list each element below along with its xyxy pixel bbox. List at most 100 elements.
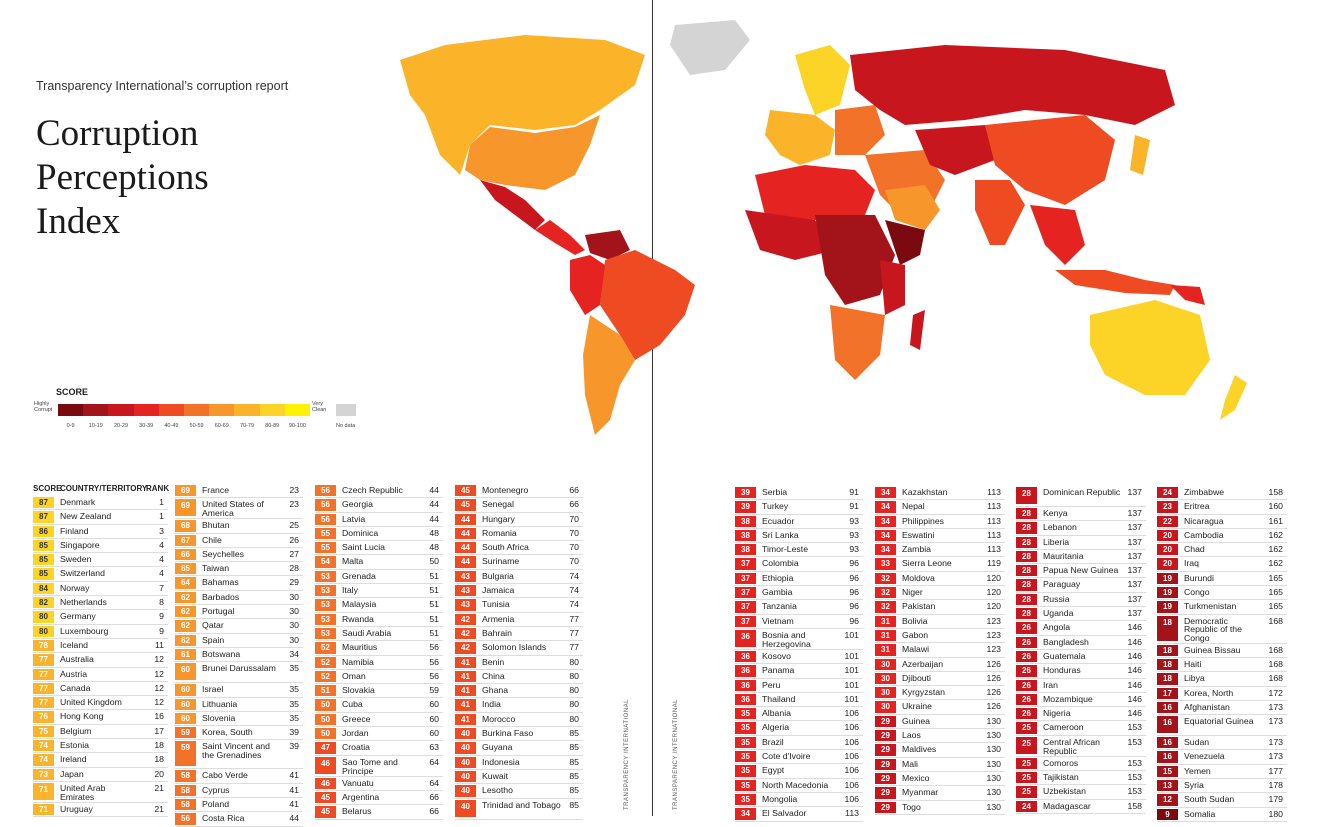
rank-cell: 120 xyxy=(986,601,1002,612)
country-cell: Costa Rica xyxy=(202,813,245,824)
score-cell: 29 xyxy=(875,787,896,799)
table-row: 56 Costa Rica 44 xyxy=(175,812,303,827)
region-canada xyxy=(400,35,645,175)
country-cell: Sweden xyxy=(60,554,92,565)
table-row: 22 Nicaragua 161 xyxy=(1157,515,1287,529)
table-row: 18 Haiti 168 xyxy=(1157,658,1287,673)
rank-cell: 7 xyxy=(159,582,164,593)
rank-cell: 146 xyxy=(1127,650,1143,661)
score-cell: 40 xyxy=(455,785,476,797)
page-title: Corruption Perceptions Index xyxy=(36,113,209,242)
table-row: 16 Afghanistan 173 xyxy=(1157,701,1287,716)
score-cell: 12 xyxy=(1157,794,1178,806)
country-cell: Papua New Guinea xyxy=(1043,565,1119,576)
score-cell: 40 xyxy=(455,756,476,768)
rank-cell: 146 xyxy=(1127,665,1143,676)
region-brazil xyxy=(600,250,695,360)
score-cell: 36 xyxy=(735,650,756,663)
score-cell: 28 xyxy=(1016,565,1037,577)
legend-bin-label: 70-79 xyxy=(239,423,255,429)
table-row: 26 Bangladesh 146 xyxy=(1016,636,1146,650)
table-rows: 56 Czech Republic 44 56 Georgia 44 56 Latvia 44 5… xyxy=(315,484,443,820)
country-cell: India xyxy=(482,699,501,710)
rank-cell: 168 xyxy=(1268,615,1284,626)
score-cell: 50 xyxy=(315,713,336,726)
country-cell: Mozambique xyxy=(1043,693,1093,704)
score-cell: 85 xyxy=(33,539,54,552)
table-row: 34 El Salvador 113 xyxy=(735,807,863,822)
rank-cell: 93 xyxy=(849,529,859,540)
country-cell: Tajikistan xyxy=(1043,772,1079,783)
country-cell: Malawi xyxy=(902,644,930,655)
score-cell: 26 xyxy=(1016,622,1037,634)
score-cell: 16 xyxy=(1157,737,1178,749)
rank-header: RANK xyxy=(146,484,170,493)
table-row: 80 Germany 9 xyxy=(33,610,168,625)
score-cell: 71 xyxy=(33,803,54,816)
rank-cell: 85 xyxy=(569,756,579,767)
score-cell: 35 xyxy=(735,708,756,720)
country-cell: Romania xyxy=(482,527,517,538)
legend-swatch xyxy=(284,404,310,416)
country-cell: New Zealand xyxy=(60,511,112,522)
score-cell: 45 xyxy=(315,791,336,804)
rank-cell: 168 xyxy=(1268,673,1284,684)
country-cell: Portugal xyxy=(202,606,235,617)
table-row: 40 Trinidad and Tobago 85 xyxy=(455,799,583,820)
rank-cell: 4 xyxy=(159,539,164,550)
table-row: 60 Israel 35 xyxy=(175,683,303,698)
score-cell: 34 xyxy=(875,515,896,527)
score-cell: 26 xyxy=(1016,636,1037,648)
table-row: 44 Suriname 70 xyxy=(455,555,583,570)
table-row: 37 Ethiopia 96 xyxy=(735,572,863,587)
legend-swatch xyxy=(234,404,260,416)
table-row: 16 Sudan 173 xyxy=(1157,736,1287,751)
score-cell: 28 xyxy=(1016,522,1037,534)
rank-cell: 120 xyxy=(986,572,1002,583)
table-row: 16 Venezuela 173 xyxy=(1157,750,1287,765)
score-cell: 37 xyxy=(735,615,756,627)
rank-cell: 123 xyxy=(986,644,1002,655)
table-row: 35 Egypt 106 xyxy=(735,764,863,779)
rank-cell: 12 xyxy=(154,654,164,665)
table-row: 43 Jamaica 74 xyxy=(455,584,583,599)
table-row: 28 Uganda 137 xyxy=(1016,607,1146,622)
table-rows: 28 Dominican Republic 137 28 Kenya 137 28 Leban… xyxy=(1016,486,1146,814)
score-cell: 55 xyxy=(315,527,336,540)
rank-cell: 51 xyxy=(429,585,439,596)
score-cell: 74 xyxy=(33,740,54,752)
score-cell: 30 xyxy=(875,672,896,685)
ranking-column-1: SCORE COUNTRY/TERRITORY RANK 87 Denmark 1 8… xyxy=(33,484,170,818)
rank-cell: 4 xyxy=(159,554,164,565)
rank-cell: 180 xyxy=(1268,808,1284,819)
rank-cell: 137 xyxy=(1127,608,1143,619)
table-row: 25 Cameroon 153 xyxy=(1016,721,1146,736)
region-southern-africa xyxy=(830,305,885,380)
rank-cell: 51 xyxy=(429,570,439,581)
score-cell: 45 xyxy=(315,806,336,818)
table-row: 20 Iraq 162 xyxy=(1157,557,1287,572)
rank-cell: 146 xyxy=(1127,693,1143,704)
country-cell: Libya xyxy=(1184,673,1205,684)
rank-cell: 130 xyxy=(986,801,1002,812)
score-cell: 43 xyxy=(455,599,476,611)
table-row: 40 Indonesia 85 xyxy=(455,756,583,770)
rank-cell: 51 xyxy=(429,599,439,610)
rank-cell: 130 xyxy=(986,730,1002,741)
table-row: 44 Romania 70 xyxy=(455,527,583,542)
score-cell: 40 xyxy=(455,770,476,783)
rank-cell: 30 xyxy=(289,591,299,602)
region-indonesia xyxy=(1055,270,1175,295)
table-rows: 39 Serbia 91 39 Turkey 91 38 Ecuador 93 38 Sri Lan… xyxy=(735,486,863,822)
score-cell: 44 xyxy=(455,542,476,554)
country-cell: Trinidad and Tobago xyxy=(482,799,561,810)
rank-cell: 146 xyxy=(1127,708,1143,719)
country-cell: Taiwan xyxy=(202,563,230,574)
legend-bin-labels: 0-9 10-19 20-29 30-39 40-49 50-59 60-69 70-79 80… xyxy=(58,423,310,431)
country-cell: Mali xyxy=(902,758,918,769)
country-cell: Russia xyxy=(1043,593,1070,604)
region-arabia xyxy=(885,185,940,230)
score-cell: 46 xyxy=(315,777,336,789)
ranking-column-4: 45 Montenegro 66 45 Senegal 66 44 Hungary 70 44 Ro… xyxy=(455,484,583,820)
country-cell: Egypt xyxy=(762,765,785,776)
